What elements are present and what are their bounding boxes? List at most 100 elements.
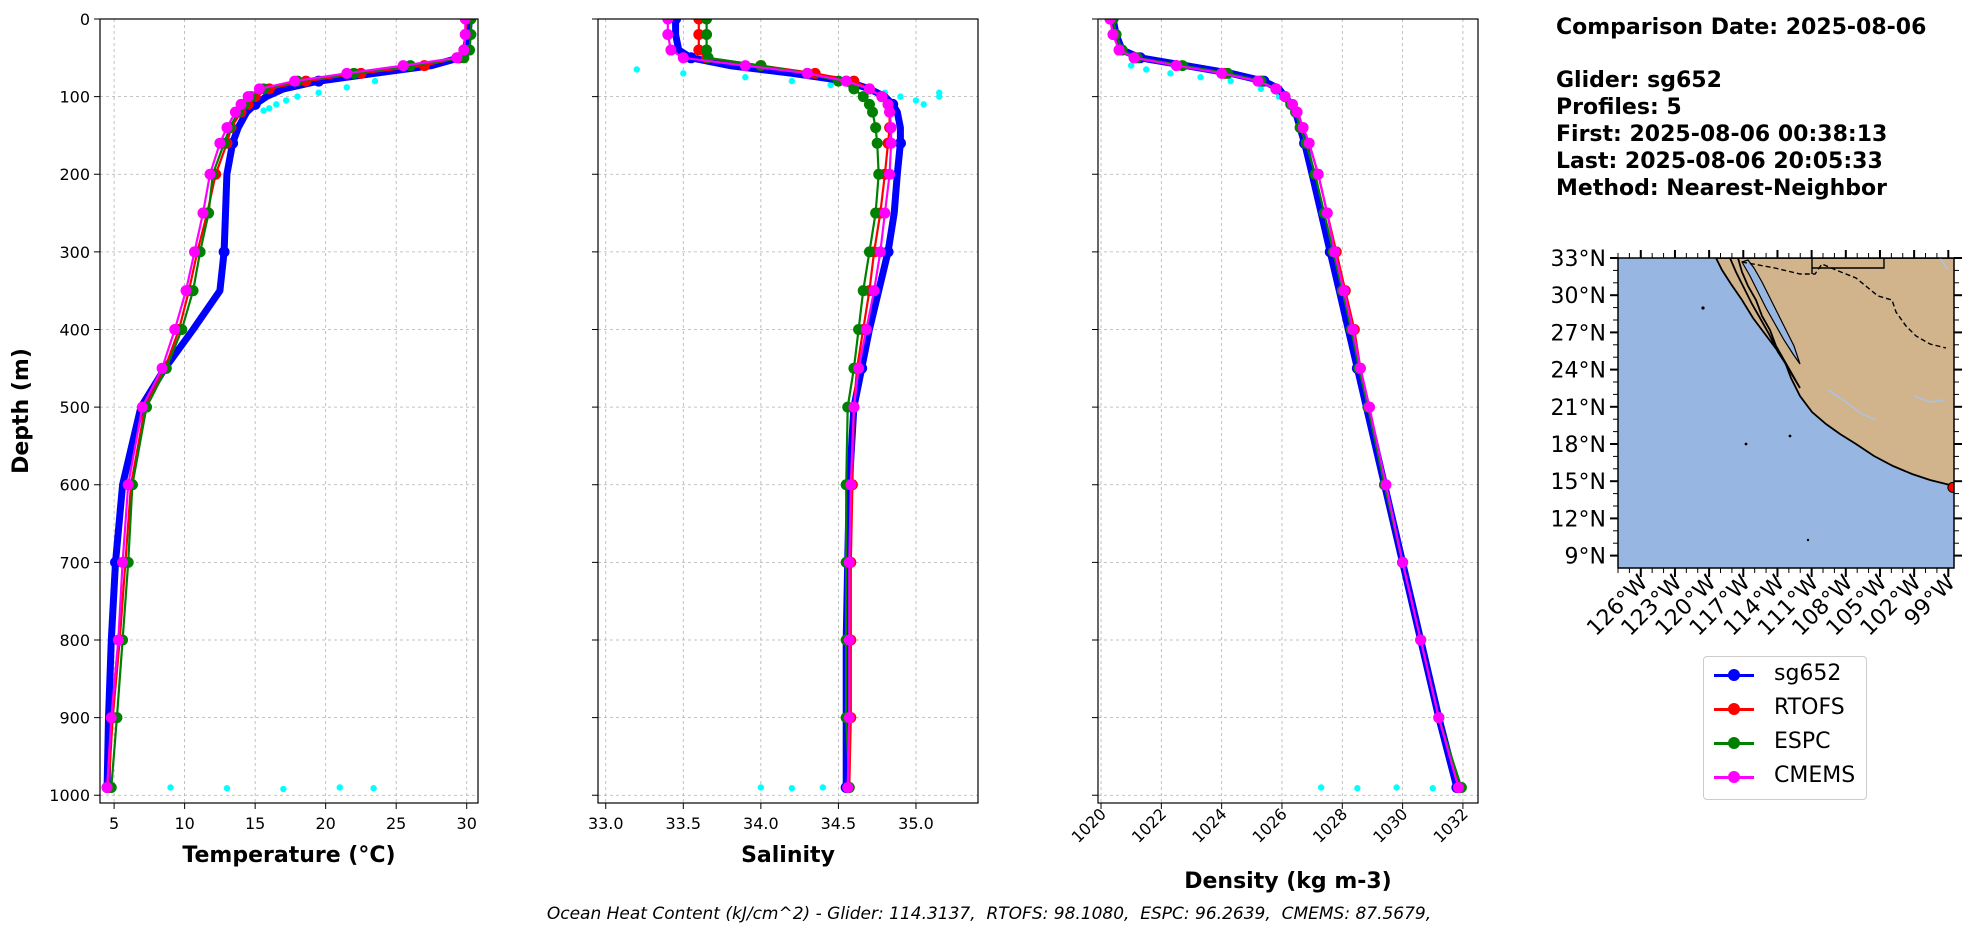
series-point-cmems bbox=[341, 67, 353, 79]
series-point-espc bbox=[867, 106, 879, 118]
series-point-espc bbox=[870, 207, 882, 219]
comparison-date: Comparison Date: 2025-08-06 bbox=[1556, 15, 1927, 40]
legend-label: sg652 bbox=[1774, 661, 1842, 686]
ohc-prefix: Ocean Heat Content (kJ/cm^2) - bbox=[546, 904, 828, 924]
glider-position-marker bbox=[1947, 481, 1954, 493]
series-point-cmems bbox=[848, 401, 860, 413]
series-point-cmems bbox=[242, 91, 254, 103]
legend: sg652 RTOFS ESPC CMEMS bbox=[1703, 656, 1867, 800]
salinity-ticks: 33.0 33.5 34.0 34.5 35.0 bbox=[588, 18, 934, 833]
series-point-cmems bbox=[1354, 362, 1366, 374]
glider-raw-point bbox=[1317, 784, 1325, 791]
x-tick-label: 33.0 bbox=[588, 814, 624, 833]
glider-raw-point bbox=[757, 784, 765, 791]
series-point-cmems bbox=[1291, 106, 1303, 118]
series-point-cmems bbox=[101, 781, 113, 793]
series-point-cmems bbox=[156, 362, 168, 374]
ohc-espc: ESPC: 96.2639 bbox=[1140, 904, 1266, 924]
series-point-cmems bbox=[662, 29, 674, 41]
glider-raw-point bbox=[1257, 85, 1265, 93]
series-point-cmems bbox=[843, 634, 855, 646]
series-point-cmems bbox=[845, 479, 857, 491]
salinity-panel: 33.0 33.5 34.0 34.5 35.0 Salinity bbox=[588, 18, 979, 868]
series-point-cmems bbox=[863, 83, 875, 95]
x-tick-label: 30 bbox=[457, 814, 477, 833]
map-island bbox=[1788, 434, 1792, 438]
series-point-cmems bbox=[136, 401, 148, 413]
x-tick-label: 1028 bbox=[1309, 804, 1351, 846]
x-tick-label: 10 bbox=[174, 814, 194, 833]
series-point-espc bbox=[848, 83, 860, 95]
legend-marker bbox=[1728, 771, 1740, 783]
legend-marker bbox=[1728, 669, 1740, 681]
glider-raw-point bbox=[266, 105, 273, 112]
glider-raw-point bbox=[1167, 70, 1174, 77]
map-lat-label: 12°N bbox=[1551, 507, 1606, 532]
series-point-cmems bbox=[122, 479, 134, 491]
legend-label: CMEMS bbox=[1774, 763, 1856, 788]
series-point-cmems bbox=[853, 362, 865, 374]
series-point-cmems bbox=[868, 285, 880, 297]
glider-raw-point bbox=[1127, 62, 1135, 69]
series-point-espc bbox=[873, 168, 885, 180]
y-tick-label: 600 bbox=[59, 476, 90, 495]
glider-raw-point bbox=[742, 74, 749, 81]
series-point-espc bbox=[857, 285, 869, 297]
series-point-cmems bbox=[1321, 207, 1333, 219]
glider-raw-point bbox=[315, 89, 322, 96]
x-tick-label: 33.5 bbox=[665, 814, 701, 833]
series-point-cmems bbox=[879, 207, 891, 219]
series-point-cmems bbox=[1128, 52, 1140, 64]
location-map: 33°N30°N27°N24°N21°N18°N15°N12°N9°N126°W… bbox=[1551, 247, 1962, 641]
glider-raw-point bbox=[827, 81, 834, 89]
series-point-cmems bbox=[1107, 29, 1119, 41]
glider-raw-point bbox=[371, 77, 379, 85]
series-point-cmems bbox=[235, 98, 247, 110]
x-tick-label: 1030 bbox=[1369, 804, 1411, 846]
legend-entry-rtofs: RTOFS bbox=[1704, 693, 1864, 725]
series-point-cmems bbox=[843, 712, 855, 724]
glider-raw-point bbox=[1354, 785, 1361, 792]
x-tick-label: 35.0 bbox=[898, 814, 934, 833]
salinity-plot-area bbox=[598, 19, 978, 803]
salinity-series-lines bbox=[662, 19, 906, 793]
x-tick-label: 25 bbox=[386, 814, 406, 833]
map-lat-label: 15°N bbox=[1551, 470, 1606, 495]
series-point-cmems bbox=[1170, 60, 1182, 72]
series-point-cmems bbox=[197, 207, 209, 219]
y-tick-label: 300 bbox=[59, 243, 90, 262]
series-point-cmems bbox=[180, 285, 192, 297]
legend-entry-sg652: sg652 bbox=[1704, 659, 1864, 691]
method: Method: Nearest-Neighbor bbox=[1556, 176, 1887, 201]
ocean-heat-content-caption: Ocean Heat Content (kJ/cm^2) - Glider: 1… bbox=[546, 904, 1432, 924]
series-point-cmems bbox=[1433, 712, 1445, 724]
map-frame bbox=[1617, 257, 1955, 569]
series-point-cmems bbox=[843, 556, 855, 568]
map-gulf-of-california bbox=[1741, 259, 1801, 365]
series-point-sg652 bbox=[894, 137, 906, 149]
series-point-cmems bbox=[289, 75, 301, 87]
glider-raw-point bbox=[343, 84, 351, 91]
density-xlabel: Density (kg m-3) bbox=[1184, 869, 1392, 894]
series-point-cmems bbox=[1415, 634, 1427, 646]
y-tick-label: 1000 bbox=[49, 786, 90, 805]
series-point-cmems bbox=[1297, 122, 1309, 134]
map-lat-label: 33°N bbox=[1551, 247, 1606, 272]
series-point-cmems bbox=[1452, 781, 1464, 793]
series-point-sg652 bbox=[218, 246, 230, 258]
x-tick-label: 15 bbox=[245, 814, 265, 833]
series-point-cmems bbox=[253, 83, 265, 95]
legend-marker bbox=[1728, 737, 1740, 749]
map-lat-label: 24°N bbox=[1551, 359, 1606, 384]
legend-marker bbox=[1728, 703, 1740, 715]
x-tick-label: 1024 bbox=[1188, 804, 1230, 846]
map-island bbox=[1806, 538, 1810, 542]
glider-raw-point bbox=[912, 97, 920, 104]
temperature-series-lines bbox=[101, 19, 477, 793]
info-panel: Comparison Date: 2025-08-06 Glider: sg65… bbox=[1556, 14, 1926, 202]
series-point-cmems bbox=[459, 19, 471, 25]
ohc-cmems: CMEMS: 87.5679 bbox=[1281, 904, 1426, 924]
glider-raw-point bbox=[819, 784, 827, 791]
y-tick-label: 400 bbox=[59, 320, 90, 339]
glider-raw-point bbox=[167, 784, 174, 791]
